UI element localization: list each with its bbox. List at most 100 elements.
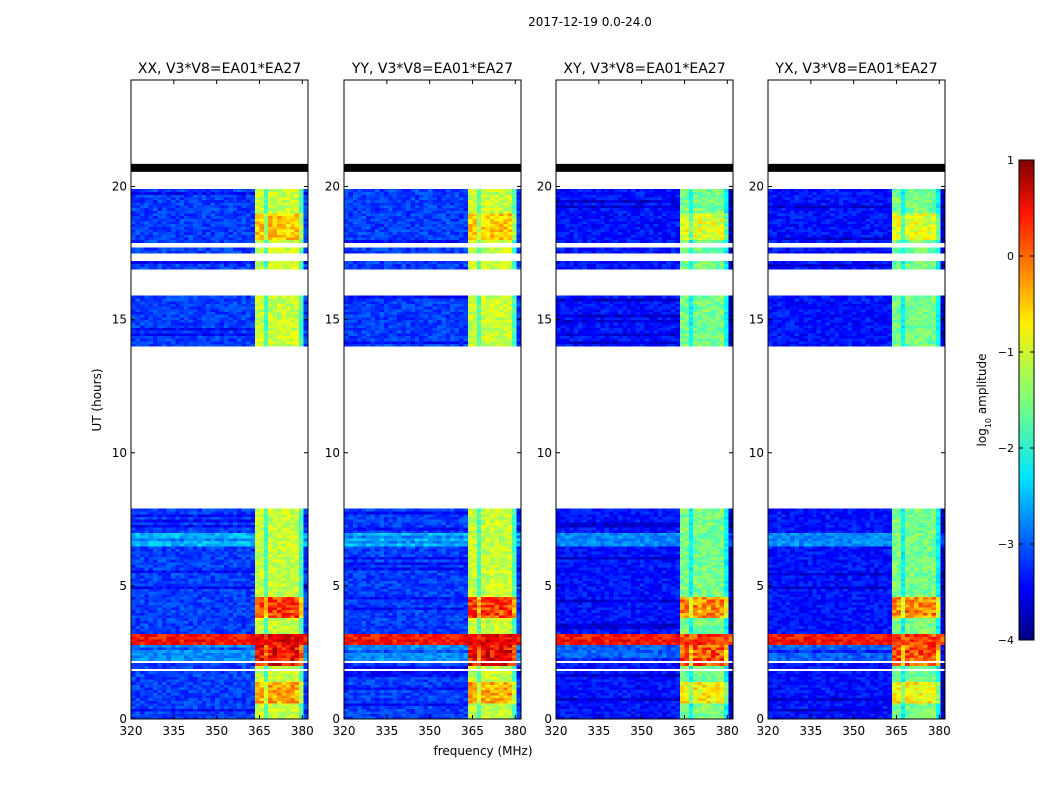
heatmap-cell <box>184 684 189 688</box>
heatmap-cell <box>175 548 181 552</box>
heatmap-cell <box>241 250 247 254</box>
heatmap-cell <box>272 665 278 669</box>
heatmap-cell <box>131 197 136 201</box>
heatmap-cell <box>215 572 220 576</box>
heatmap-cell <box>494 711 500 715</box>
heatmap-cell <box>153 607 158 611</box>
heatmap-cell <box>237 261 243 265</box>
heatmap-cell <box>254 615 260 619</box>
heatmap-cell <box>237 652 243 656</box>
heatmap-cell <box>237 314 243 318</box>
heatmap-cell <box>268 620 274 624</box>
heatmap-cell <box>210 513 216 518</box>
heatmap-cell <box>166 266 172 270</box>
heatmap-cell <box>223 697 229 701</box>
heatmap-cell <box>144 295 150 299</box>
heatmap-cell <box>206 191 212 195</box>
heatmap-cell <box>161 314 167 318</box>
heatmap-cell <box>268 527 274 531</box>
heatmap-cell <box>135 221 141 225</box>
heatmap-cell <box>285 516 291 520</box>
heatmap-cell <box>228 221 234 225</box>
heatmap-cell <box>272 607 278 611</box>
heatmap-cell <box>268 556 274 560</box>
heatmap-cell <box>277 332 282 336</box>
heatmap-cell <box>281 700 287 704</box>
heatmap-cell <box>246 583 251 587</box>
heatmap-cell <box>188 644 194 648</box>
heatmap-cell <box>268 524 274 528</box>
heatmap-cell <box>246 207 251 211</box>
heatmap-cell <box>254 623 260 627</box>
heatmap-cell <box>294 532 300 536</box>
heatmap-cell <box>188 298 194 302</box>
heatmap-cell <box>259 319 265 323</box>
heatmap-cell <box>285 673 291 677</box>
heatmap-cell <box>259 681 265 685</box>
heatmap-cell <box>294 671 300 675</box>
heatmap-cell <box>197 639 203 643</box>
heatmap-cell <box>223 239 229 243</box>
heatmap-cell <box>237 671 243 675</box>
heatmap-cell <box>131 537 136 542</box>
heatmap-cell <box>223 711 229 715</box>
heatmap-cell <box>201 324 207 329</box>
heatmap-cell <box>192 221 198 225</box>
heatmap-cell <box>303 540 309 544</box>
heatmap-cell <box>277 308 282 313</box>
heatmap-cell <box>197 237 203 241</box>
heatmap-cell <box>157 261 163 265</box>
heatmap-cell <box>237 335 243 339</box>
heatmap-cell <box>268 689 274 693</box>
figure-suptitle: 2017-12-19 0.0-24.0 <box>528 15 652 29</box>
heatmap-cell <box>246 607 251 611</box>
heatmap-cell <box>285 639 291 643</box>
heatmap-cell <box>201 191 207 195</box>
heatmap-cell <box>237 322 243 326</box>
heatmap-cell <box>144 261 150 265</box>
heatmap-cell <box>175 556 181 560</box>
heatmap-cell <box>166 324 172 329</box>
heatmap-cell <box>237 524 243 528</box>
heatmap-cell <box>210 577 216 581</box>
heatmap-cell <box>166 532 172 536</box>
heatmap-cell <box>441 716 447 720</box>
heatmap-cell <box>215 229 220 233</box>
heatmap-cell <box>153 692 158 696</box>
heatmap-cell <box>272 247 278 251</box>
heatmap-cell <box>294 572 300 576</box>
heatmap-cell <box>268 330 274 334</box>
heatmap-cell <box>201 681 207 685</box>
heatmap-cell <box>281 564 287 568</box>
heatmap-cell <box>131 234 136 238</box>
heatmap-cell <box>206 215 212 219</box>
heatmap-cell <box>294 306 300 310</box>
heatmap-cell <box>250 615 256 619</box>
heatmap-cell <box>281 593 287 597</box>
heatmap-cell <box>277 330 282 334</box>
heatmap-cell <box>153 633 158 637</box>
heatmap-cell <box>299 529 304 534</box>
heatmap-cell <box>263 229 269 233</box>
heatmap-cell <box>157 335 163 339</box>
heatmap-cell <box>215 588 220 592</box>
heatmap-cell <box>188 330 194 334</box>
heatmap-cell <box>232 207 238 211</box>
heatmap-cell <box>175 207 181 211</box>
heatmap-cell <box>148 684 154 688</box>
heatmap-cell <box>188 300 194 305</box>
heatmap-cell <box>272 537 278 542</box>
heatmap-cell <box>135 263 141 267</box>
heatmap-cell <box>285 671 291 675</box>
heatmap-cell <box>144 620 150 624</box>
heatmap-cell <box>281 237 287 241</box>
heatmap-cell <box>272 652 278 656</box>
heatmap-cell <box>281 569 287 573</box>
heatmap-cell <box>188 223 194 227</box>
heatmap-cell <box>241 711 247 715</box>
heatmap-cell <box>135 604 141 608</box>
heatmap-cell <box>215 261 220 265</box>
heatmap-cell <box>268 521 274 526</box>
heatmap-cell <box>206 303 212 307</box>
heatmap-cell <box>179 343 185 347</box>
